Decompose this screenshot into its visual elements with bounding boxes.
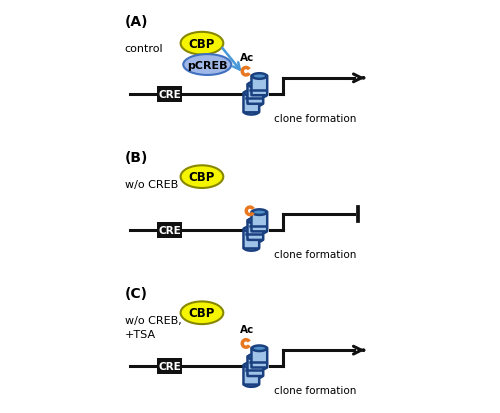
Text: control: control (124, 44, 163, 54)
Ellipse shape (252, 74, 266, 80)
Text: CRE: CRE (158, 90, 182, 100)
FancyBboxPatch shape (244, 365, 259, 385)
Text: w/o CREB: w/o CREB (124, 180, 178, 190)
Ellipse shape (248, 83, 262, 88)
Text: CBP: CBP (189, 306, 215, 320)
Ellipse shape (244, 381, 258, 387)
Ellipse shape (252, 93, 266, 98)
Ellipse shape (248, 237, 262, 242)
Ellipse shape (252, 228, 266, 234)
Text: clone formation: clone formation (274, 385, 357, 395)
Text: (B): (B) (124, 151, 148, 164)
FancyBboxPatch shape (252, 212, 267, 232)
FancyBboxPatch shape (158, 87, 182, 102)
Text: CBP: CBP (189, 38, 215, 50)
Ellipse shape (252, 210, 266, 216)
Ellipse shape (180, 301, 224, 324)
Text: CRE: CRE (158, 225, 182, 235)
Ellipse shape (180, 166, 224, 188)
Text: (C): (C) (124, 286, 148, 300)
Ellipse shape (244, 227, 258, 233)
Text: Ac: Ac (240, 53, 254, 63)
FancyBboxPatch shape (252, 348, 267, 368)
Ellipse shape (252, 364, 266, 370)
FancyBboxPatch shape (248, 356, 263, 376)
Text: CRE: CRE (158, 361, 182, 371)
Ellipse shape (244, 110, 258, 115)
Text: Ac: Ac (240, 324, 254, 334)
FancyBboxPatch shape (248, 221, 263, 240)
Ellipse shape (180, 33, 224, 55)
Text: pCREB: pCREB (187, 60, 228, 70)
Ellipse shape (244, 91, 258, 97)
Ellipse shape (248, 218, 262, 224)
Ellipse shape (184, 55, 232, 76)
Ellipse shape (248, 101, 262, 107)
FancyBboxPatch shape (244, 229, 259, 249)
Ellipse shape (248, 354, 262, 360)
Text: CBP: CBP (189, 171, 215, 184)
Ellipse shape (244, 363, 258, 368)
Text: clone formation: clone formation (274, 114, 357, 123)
Ellipse shape (248, 373, 262, 378)
FancyBboxPatch shape (252, 76, 267, 96)
Text: (A): (A) (124, 15, 148, 29)
Ellipse shape (252, 346, 266, 351)
Text: clone formation: clone formation (274, 249, 357, 259)
FancyBboxPatch shape (244, 93, 259, 113)
Text: w/o CREB,
+TSA: w/o CREB, +TSA (124, 316, 182, 339)
FancyBboxPatch shape (158, 223, 182, 238)
Ellipse shape (244, 245, 258, 251)
FancyBboxPatch shape (248, 85, 263, 104)
FancyBboxPatch shape (158, 358, 182, 374)
